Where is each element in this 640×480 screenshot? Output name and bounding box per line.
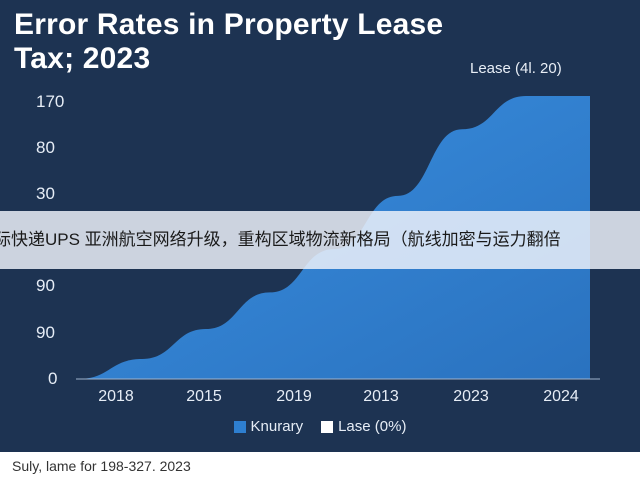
overlay-news-banner: 际快递UPS 亚洲航空网络升级，重构区域物流新格局（航线加密与运力翻倍 [0,211,640,269]
y-tick-label: 80 [36,138,55,157]
chart-annotation: Lease (4l. 20) [470,60,562,77]
banner-text: 际快递UPS 亚洲航空网络升级，重构区域物流新格局（航线加密与运力翻倍 [0,230,561,249]
chart-title: Error Rates in Property Lease Tax; 2023 [14,8,444,75]
x-tick-label: 2015 [186,388,222,405]
x-axis-ticks: 2018 2015 2019 2013 2023 2024 [98,388,579,405]
source-footnote: Suly, lame for 198-327. 2023 [12,458,191,474]
y-tick-label: 90 [36,276,55,295]
chart-legend: Knurary Lase (0%) [0,418,640,435]
y-tick-label: 170 [36,92,64,111]
series-knurary-area [78,96,590,379]
y-tick-label: 90 [36,323,55,342]
y-tick-label: 0 [48,369,57,388]
y-axis-ticks: 170 80 30 90 90 0 [36,92,64,388]
legend-swatch [233,420,246,433]
legend-item: Knurary [233,418,304,435]
y-tick-label: 30 [36,184,55,203]
x-tick-label: 2019 [276,388,312,405]
legend-item: Lase (0%) [321,418,406,435]
x-tick-label: 2024 [543,388,579,405]
x-tick-label: 2023 [453,388,489,405]
x-tick-label: 2018 [98,388,134,405]
legend-label: Knurary [250,418,304,435]
legend-swatch [321,420,334,433]
plot-area: 170 80 30 90 90 0 2018 2015 2019 2013 20… [36,92,600,405]
x-tick-label: 2013 [363,388,399,405]
legend-label: Lase (0%) [338,418,407,435]
